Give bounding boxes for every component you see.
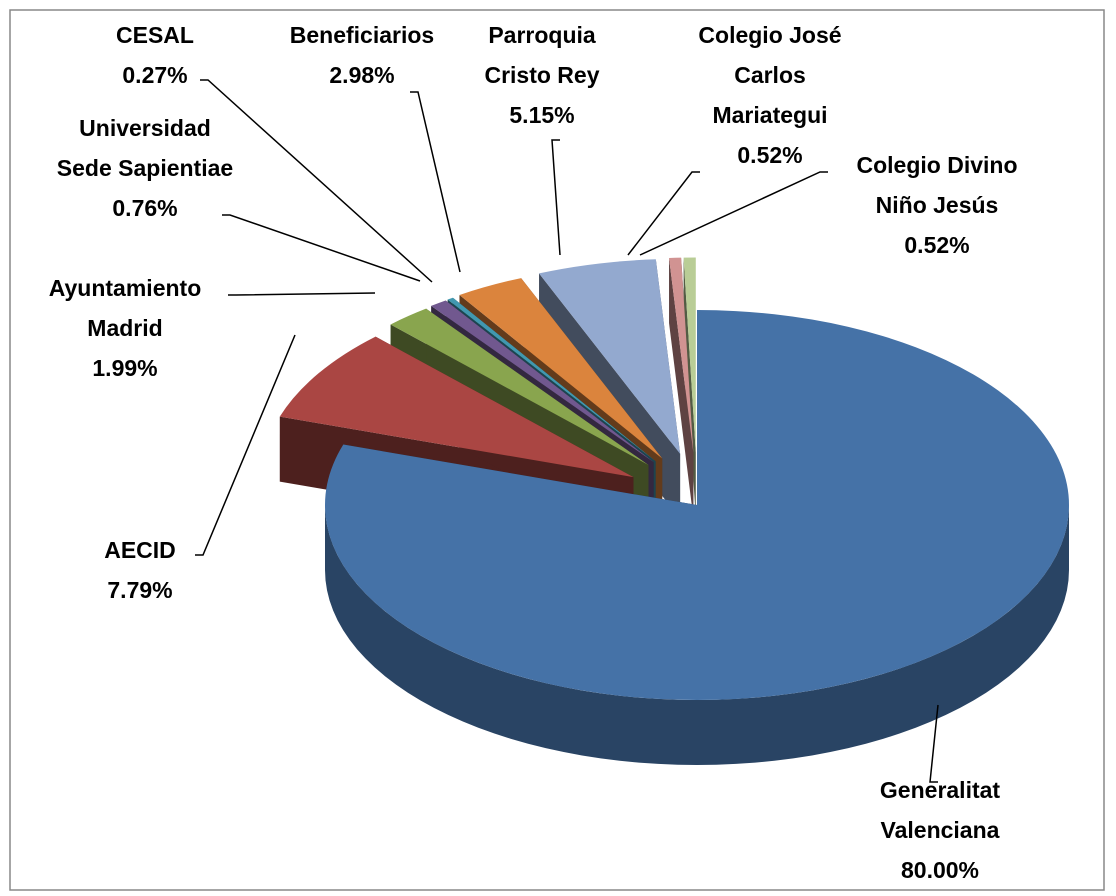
value-label: 7.79% (107, 577, 173, 603)
category-label: Universidad Sede Sapientiae (56, 115, 234, 181)
leader-line (200, 79, 433, 283)
category-label: Parroquia Cristo Rey (484, 22, 600, 88)
value-label: 5.15% (509, 102, 575, 128)
leader-line (929, 704, 939, 783)
slice (279, 336, 634, 478)
leader-line (195, 334, 296, 556)
leader-line (228, 292, 376, 296)
category-label: AECID (104, 537, 176, 563)
value-label: 0.52% (737, 142, 803, 168)
slice (324, 310, 1069, 700)
slice (539, 259, 681, 454)
leader-line (627, 171, 700, 256)
leader-line (551, 139, 561, 256)
data-label: CESAL 0.27% (95, 15, 215, 95)
slice (669, 257, 694, 453)
category-label: Colegio Divino Niño Jesús (856, 152, 1018, 218)
category-label: Ayuntamiento Madrid (48, 275, 202, 341)
data-label: Parroquia Cristo Rey 5.15% (467, 15, 617, 135)
data-label: Generalitat Valenciana 80.00% (830, 770, 1050, 890)
leader-line (222, 214, 421, 282)
value-label: 1.99% (92, 355, 158, 381)
value-label: 0.52% (904, 232, 970, 258)
slice (459, 278, 663, 459)
slice (431, 300, 654, 463)
data-label: Ayuntamiento Madrid 1.99% (10, 268, 240, 388)
slice (683, 257, 696, 453)
slice (390, 308, 649, 465)
category-label: Generalitat Valenciana (879, 777, 1001, 843)
leader-line (639, 171, 828, 256)
category-label: Colegio José Carlos Mariategui (698, 22, 842, 128)
data-label: Universidad Sede Sapientiae 0.76% (55, 108, 235, 228)
value-label: 2.98% (329, 62, 395, 88)
slice-side (325, 505, 1069, 765)
category-label: Beneficiarios (289, 22, 435, 48)
value-label: 80.00% (900, 857, 979, 883)
data-label: AECID 7.79% (75, 530, 205, 610)
leader-line (410, 91, 461, 273)
slice (447, 297, 656, 462)
value-label: 0.76% (112, 195, 178, 221)
value-label: 0.27% (122, 62, 188, 88)
data-label: Colegio Divino Niño Jesús 0.52% (832, 145, 1042, 265)
data-label: Colegio José Carlos Mariategui 0.52% (675, 15, 865, 175)
data-label: Beneficiarios 2.98% (272, 15, 452, 95)
slice-side (669, 257, 694, 518)
category-label: CESAL (116, 22, 194, 48)
